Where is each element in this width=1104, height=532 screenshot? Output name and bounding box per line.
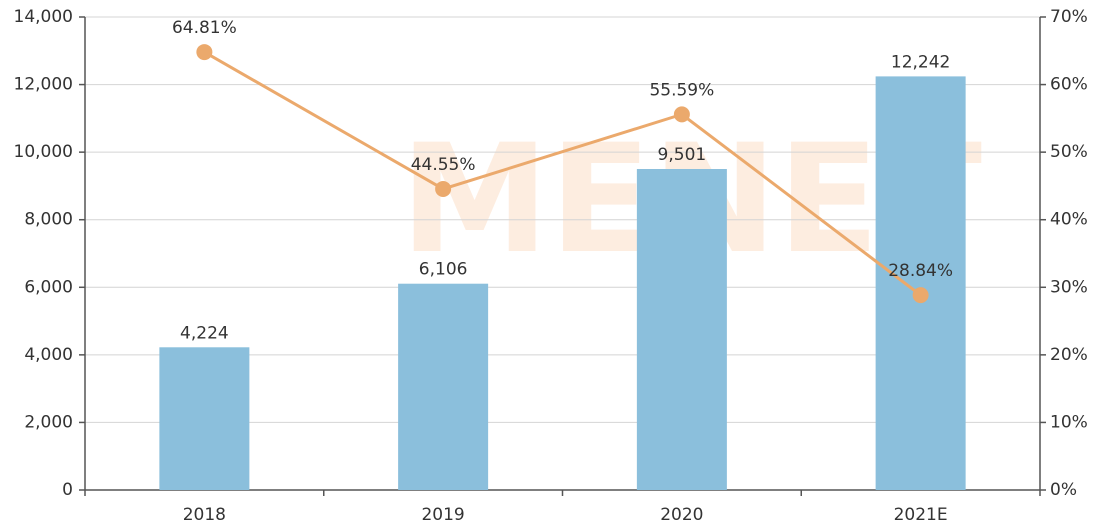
y2-tick-label: 30% <box>1050 277 1088 297</box>
y-tick-label: 14,000 <box>14 7 73 27</box>
y-tick-label: 8,000 <box>24 210 73 230</box>
data-label: 44.55% <box>411 155 476 175</box>
y-tick-label: 2,000 <box>24 412 73 432</box>
line-point <box>435 180 452 197</box>
bar <box>636 169 727 490</box>
x-tick-label: 2019 <box>421 505 464 525</box>
bar <box>398 283 489 490</box>
y-tick-label: 6,000 <box>24 277 73 297</box>
data-label: 12,242 <box>891 52 950 72</box>
y2-tick-label: 40% <box>1050 210 1088 230</box>
data-label: 4,224 <box>180 323 229 343</box>
bar <box>875 76 966 490</box>
y-tick-label: 4,000 <box>24 345 73 365</box>
y-tick-label: 10,000 <box>14 142 73 162</box>
y-tick-label: 12,000 <box>14 75 73 95</box>
line-point <box>912 287 929 304</box>
y2-tick-label: 20% <box>1050 345 1088 365</box>
data-label: 64.81% <box>172 18 237 38</box>
line-point <box>673 106 690 123</box>
line-point <box>196 44 213 61</box>
y2-tick-label: 70% <box>1050 7 1088 27</box>
data-label: 6,106 <box>419 260 468 280</box>
y2-tick-label: 10% <box>1050 412 1088 432</box>
y2-tick-label: 60% <box>1050 75 1088 95</box>
x-tick-label: 2020 <box>660 505 703 525</box>
x-tick-label: 2021E <box>894 505 948 525</box>
x-tick-label: 2018 <box>183 505 226 525</box>
line <box>203 50 922 297</box>
y2-tick-label: 0% <box>1050 480 1077 500</box>
y-tick-label: 0 <box>62 480 73 500</box>
data-label: 28.84% <box>888 261 953 281</box>
data-label: 55.59% <box>649 80 714 100</box>
bar <box>159 347 250 490</box>
data-label: 9,501 <box>658 145 707 165</box>
y2-tick-label: 50% <box>1050 142 1088 162</box>
